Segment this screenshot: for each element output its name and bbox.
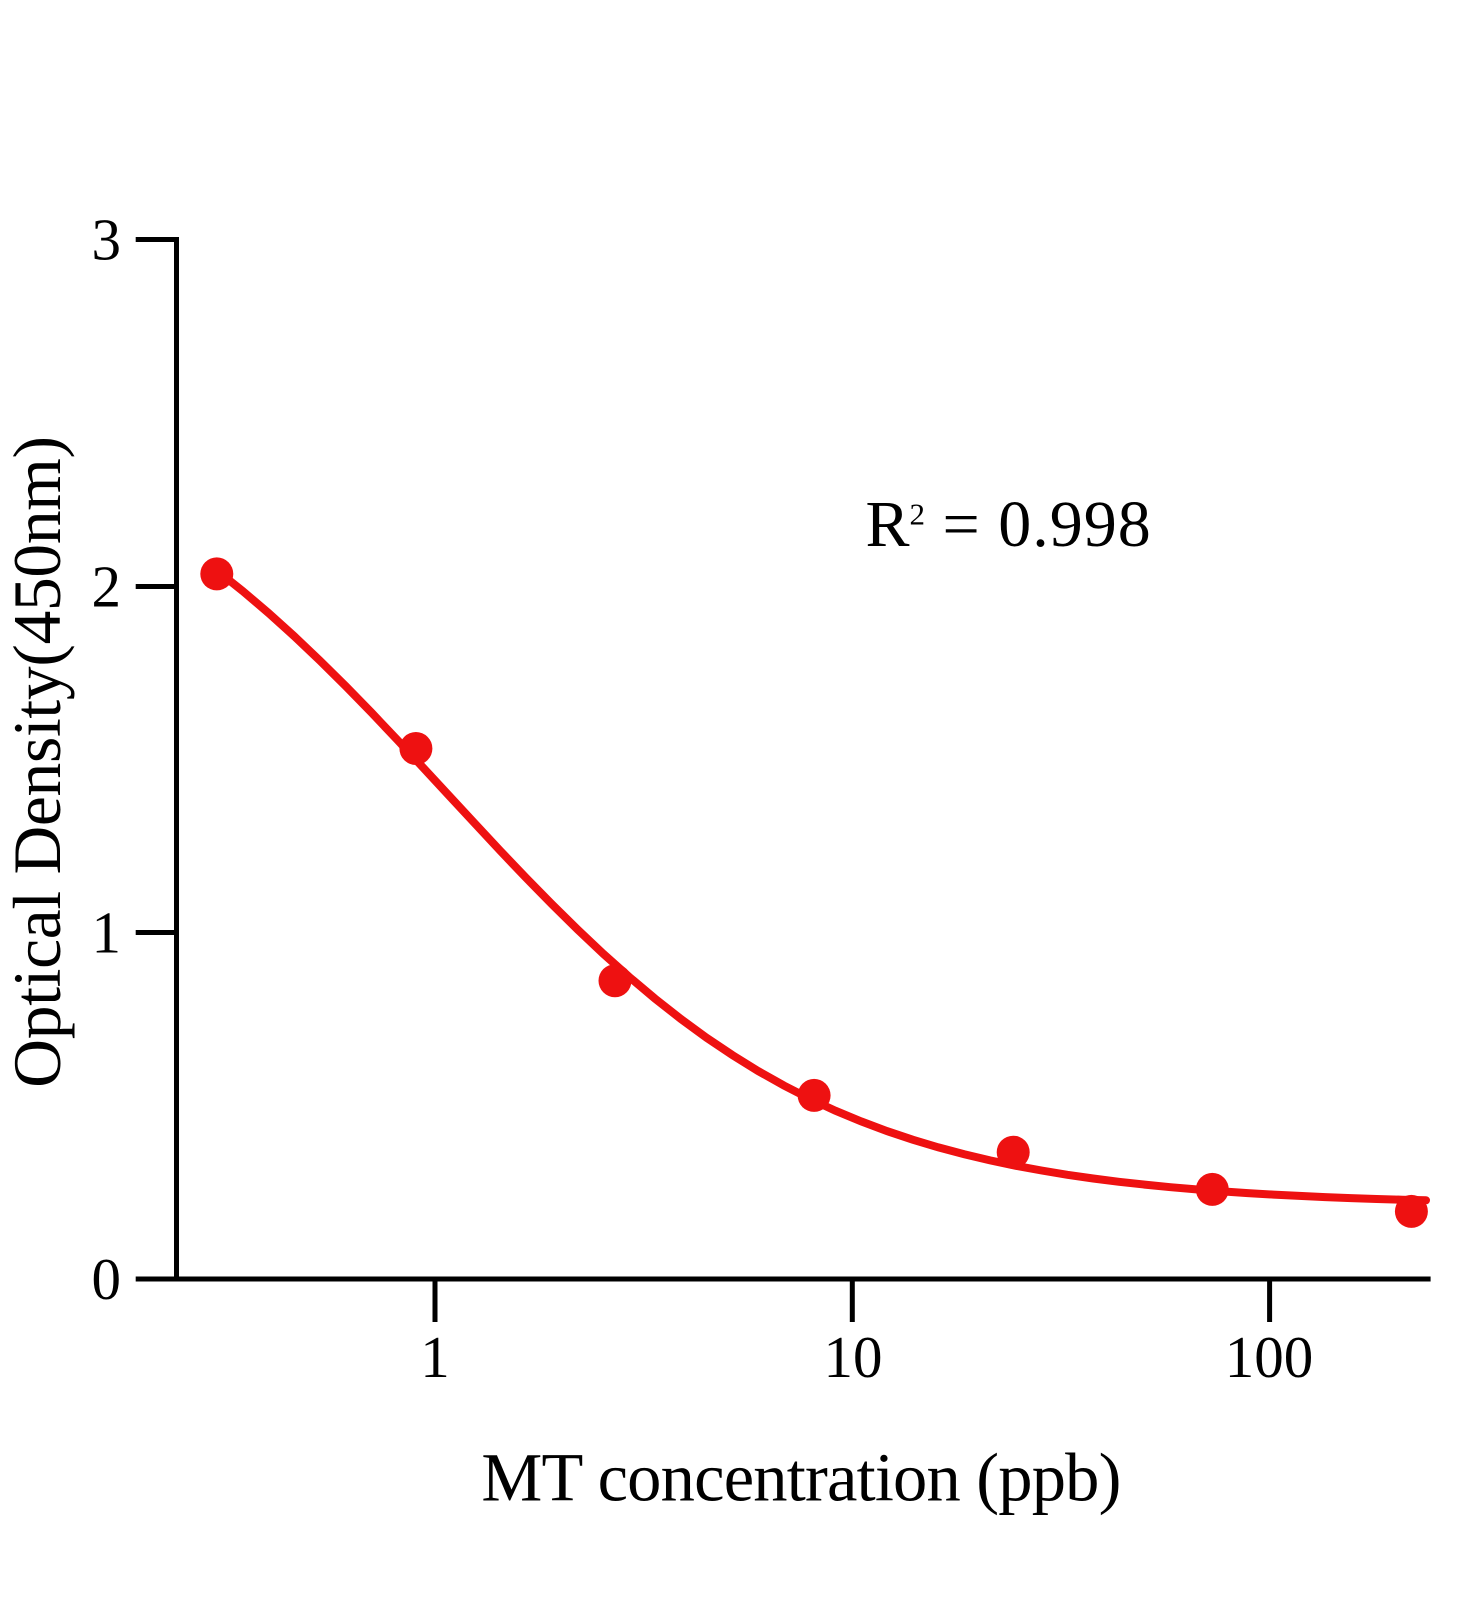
- svg-text:3: 3: [92, 207, 122, 273]
- svg-text:1: 1: [92, 900, 122, 966]
- svg-text:100: 100: [1225, 1324, 1314, 1390]
- svg-text:10: 10: [824, 1324, 883, 1390]
- svg-text:R2 = 0.998: R2 = 0.998: [866, 488, 1152, 561]
- svg-text:1: 1: [420, 1324, 450, 1390]
- svg-text:0: 0: [92, 1246, 122, 1312]
- svg-text:2: 2: [92, 554, 122, 620]
- svg-text:MT concentration (ppb): MT concentration (ppb): [481, 1440, 1120, 1516]
- svg-text:Optical Density(450nm): Optical Density(450nm): [0, 436, 75, 1087]
